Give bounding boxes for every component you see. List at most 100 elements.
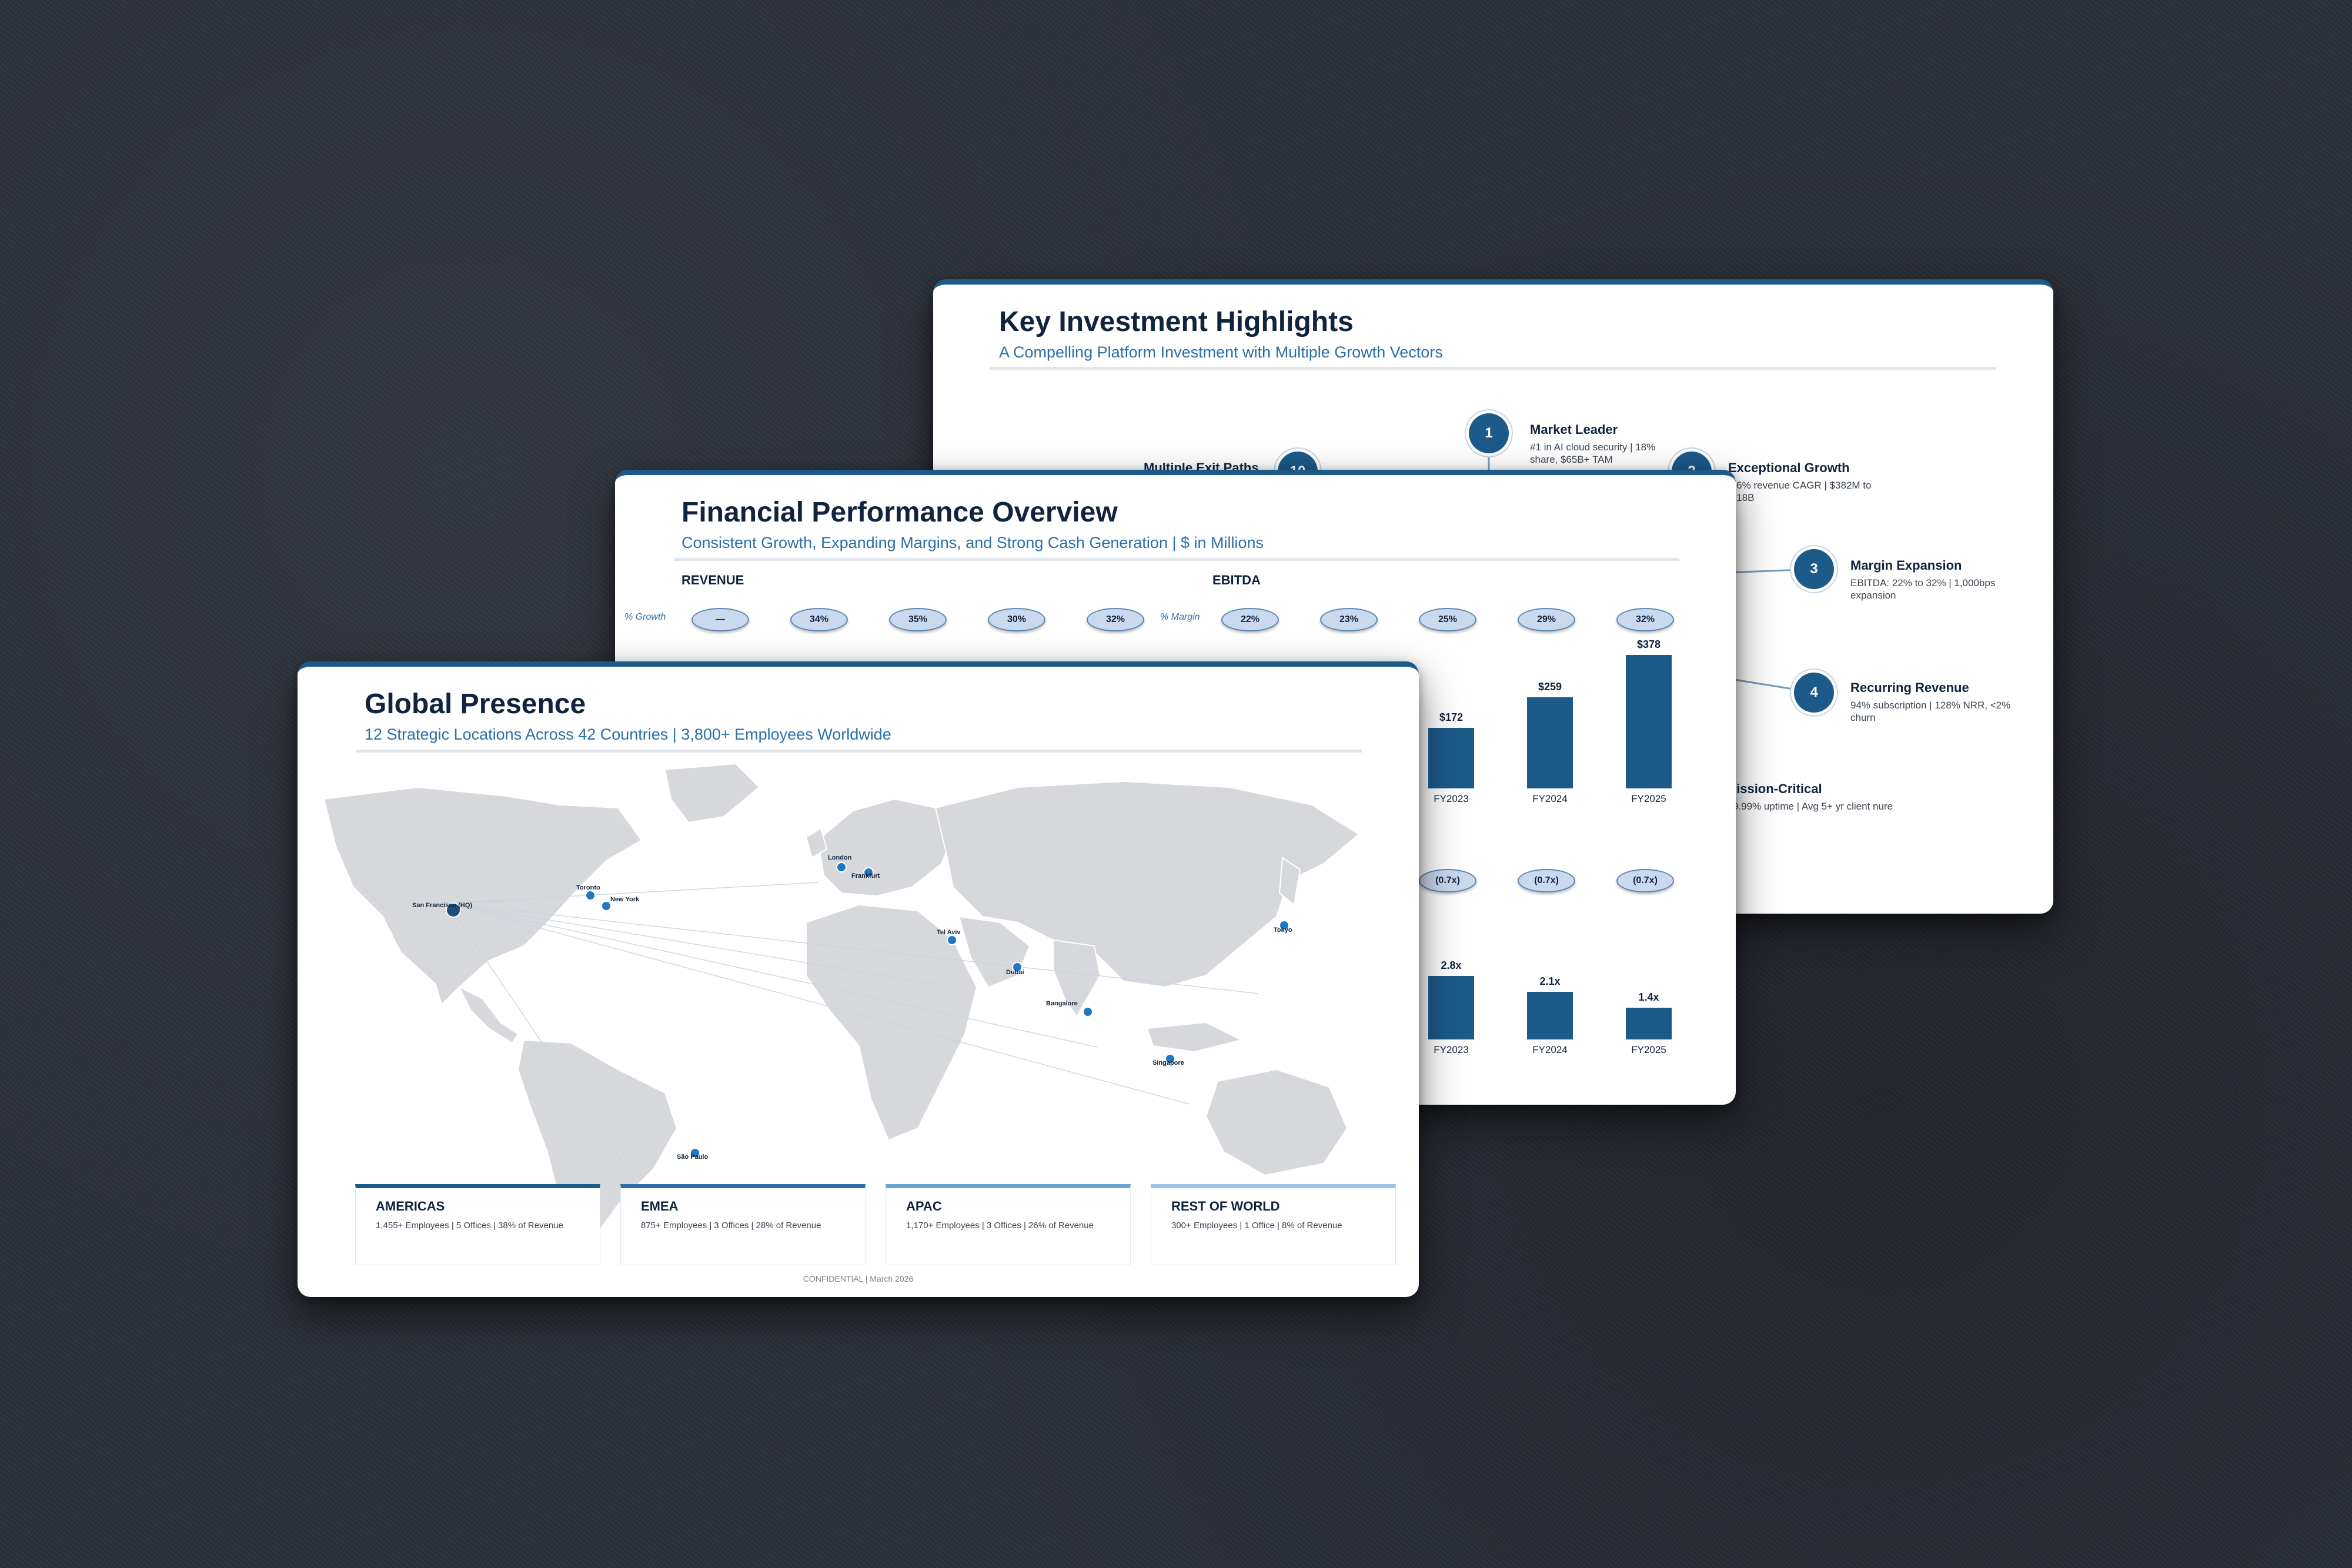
ebitda-value-label-FY2025: $378	[1636, 638, 1661, 651]
city-marker-frankfurt[interactable]	[863, 867, 874, 878]
city-label-singapore: Singapore	[1152, 1059, 1184, 1066]
leverage-category-label-FY2024: FY2024	[1532, 1044, 1568, 1055]
region-stats: 875+ Employees | 3 Offices | 28% of Reve…	[641, 1221, 821, 1231]
margin-row-label: % Margin	[1160, 612, 1200, 622]
highlight-text-market-leader: #1 in AI cloud security | 18% share, $65…	[1530, 442, 1656, 465]
margin-pill-0: 22%	[1221, 608, 1279, 631]
highlight-number-4: 4	[1794, 673, 1834, 713]
slide-subtitle: Consistent Growth, Expanding Margins, an…	[681, 534, 1264, 551]
city-label-dubai: Dubai	[1006, 969, 1024, 976]
leverage-category-label-FY2023: FY2023	[1434, 1044, 1469, 1055]
ebitda-bar-FY2024	[1527, 697, 1573, 788]
continent-europe	[817, 798, 954, 897]
highlight-heading-exceptional-growth: Exceptional Growth	[1728, 460, 1850, 475]
highlight-heading-margin-expansion: Margin Expansion	[1850, 558, 1962, 573]
region-stats: 300+ Employees | 1 Office | 8% of Revenu…	[1171, 1221, 1342, 1231]
leverage-pill-0: (0.7x)	[1419, 869, 1476, 892]
continent-south-america	[517, 1039, 678, 1253]
growth-row-label: % Growth	[624, 612, 666, 622]
leverage-bar-FY2023	[1428, 976, 1474, 1039]
highlight-number-3: 3	[1794, 549, 1834, 589]
ebitda-bar-FY2023	[1428, 727, 1474, 788]
growth-pill-3: 30%	[988, 608, 1045, 631]
continent-japan	[1278, 857, 1301, 906]
leverage-value-label-FY2023: 2.8x	[1441, 959, 1462, 972]
ebitda-value-label-FY2023: $172	[1439, 711, 1464, 723]
leverage-value-label-FY2025: 1.4x	[1638, 991, 1659, 1004]
region-card-americas: AMERICAS 1,455+ Employees | 5 Offices | …	[355, 1184, 600, 1265]
growth-pill-1: 34%	[790, 608, 848, 631]
ebitda-category-label-FY2023: FY2023	[1434, 793, 1469, 804]
slide-global-presence: Global Presence 12 Strategic Locations A…	[298, 661, 1419, 1297]
city-label-tokyo: Tokyo	[1274, 927, 1292, 934]
city-marker-toronto[interactable]	[585, 890, 596, 901]
city-marker-tel-aviv[interactable]	[947, 935, 957, 945]
ebitda-category-label-FY2025: FY2025	[1631, 793, 1666, 804]
city-label-tel-aviv: Tel Aviv	[937, 929, 961, 936]
leverage-pill-1: (0.7x)	[1518, 869, 1575, 892]
continent-india	[1053, 939, 1101, 1018]
ebitda-section-label: EBITDA	[1212, 573, 1261, 587]
world-map	[323, 763, 1360, 1253]
region-name: AMERICAS	[376, 1199, 445, 1213]
continent-central-america	[457, 985, 519, 1044]
city-label-frankfurt: Frankfurt	[851, 872, 880, 880]
city-marker-dubai[interactable]	[1012, 962, 1023, 972]
continent-indonesia	[1146, 1021, 1243, 1053]
margin-pill-2: 25%	[1419, 608, 1476, 631]
region-name: EMEA	[641, 1199, 679, 1213]
region-card-rest-of-world: REST OF WORLD 300+ Employees | 1 Office …	[1151, 1184, 1396, 1265]
slide-title: Financial Performance Overview	[681, 497, 1118, 528]
title-divider	[990, 367, 1996, 370]
growth-pill-2: 35%	[889, 608, 947, 631]
city-marker-tokyo[interactable]	[1279, 920, 1289, 931]
highlight-text-recurring-revenue: 94% subscription | 128% NRR, <2% churn	[1850, 700, 2011, 723]
ebitda-value-label-FY2024: $259	[1538, 680, 1562, 693]
highlight-number-1: 1	[1469, 413, 1509, 453]
city-label-london: London	[828, 854, 852, 861]
growth-pill-0: —	[691, 608, 749, 631]
continent-africa	[806, 904, 978, 1141]
city-label-new-york: New York	[610, 896, 640, 903]
highlight-heading-mission-critical: lission-Critical	[1733, 781, 1822, 796]
city-marker-sao-paulo[interactable]	[690, 1148, 700, 1158]
continent-australia	[1205, 1068, 1348, 1176]
leverage-bar-FY2024	[1527, 992, 1573, 1039]
leverage-pill-2: (0.7x)	[1616, 869, 1674, 892]
highlight-text-margin-expansion: EBITDA: 22% to 32% | 1,000bps expansion	[1850, 577, 1996, 601]
region-card-emea: EMEA 875+ Employees | 3 Offices | 28% of…	[620, 1184, 866, 1265]
slide-subtitle: 12 Strategic Locations Across 42 Countri…	[365, 726, 891, 743]
title-divider	[356, 750, 1362, 753]
confidential-footer: CONFIDENTIAL | March 2026	[803, 1274, 914, 1283]
leverage-value-label-FY2024: 2.1x	[1539, 975, 1561, 988]
region-name: REST OF WORLD	[1171, 1199, 1280, 1213]
leverage-category-label-FY2025: FY2025	[1631, 1044, 1666, 1055]
revenue-section-label: REVENUE	[681, 573, 744, 587]
city-marker-new-york[interactable]	[601, 901, 612, 911]
city-marker-singapore[interactable]	[1165, 1054, 1175, 1064]
slide-title: Key Investment Highlights	[999, 306, 1354, 337]
region-stats: 1,170+ Employees | 3 Offices | 26% of Re…	[906, 1221, 1094, 1231]
leverage-bar-FY2025	[1626, 1008, 1672, 1039]
city-marker-san-francisco[interactable]	[446, 902, 461, 918]
highlight-text-mission-critical: 9.99% uptime | Avg 5+ yr client nure	[1733, 801, 1893, 812]
city-label-sao-paulo: São Paulo	[677, 1154, 709, 1161]
city-label-san-francisco: San Francisco (HQ)	[412, 902, 473, 909]
city-label-bangalore: Bangalore	[1046, 1000, 1078, 1007]
city-marker-london[interactable]	[836, 862, 847, 872]
slide-title: Global Presence	[365, 688, 586, 720]
growth-pill-4: 32%	[1087, 608, 1144, 631]
region-cards: AMERICAS 1,455+ Employees | 5 Offices | …	[355, 1184, 1396, 1266]
ebitda-bar-FY2025	[1626, 655, 1672, 788]
region-stats: 1,455+ Employees | 5 Offices | 38% of Re…	[376, 1221, 563, 1231]
city-label-toronto: Toronto	[576, 884, 600, 891]
continent-uk	[805, 827, 828, 859]
continent-asia	[934, 780, 1360, 988]
city-marker-bangalore[interactable]	[1083, 1007, 1093, 1017]
ebitda-category-label-FY2024: FY2024	[1532, 793, 1568, 804]
margin-pill-1: 23%	[1320, 608, 1378, 631]
title-divider	[674, 558, 1679, 561]
region-card-apac: APAC 1,170+ Employees | 3 Offices | 26% …	[886, 1184, 1131, 1265]
continent-north-america	[323, 786, 643, 1006]
highlight-heading-recurring-revenue: Recurring Revenue	[1850, 680, 1969, 695]
